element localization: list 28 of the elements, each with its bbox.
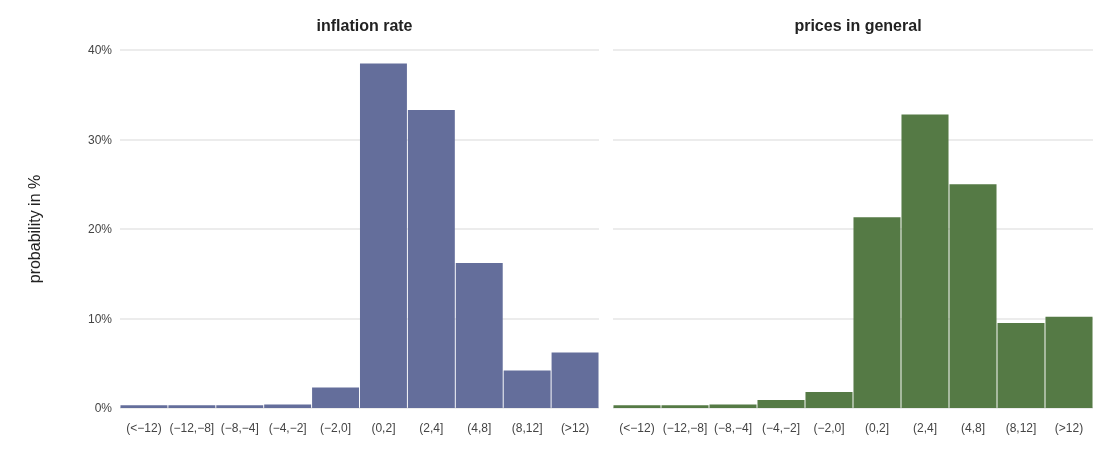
x-tick-label: (−12,−8]: [169, 421, 215, 435]
x-tick-label: (−4,−2]: [761, 421, 801, 435]
x-tick-label: (>12): [560, 421, 590, 435]
x-tick-label: (>12): [1054, 421, 1084, 435]
x-tick-label: (2,4]: [419, 421, 444, 435]
y-tick-label: 10%: [87, 311, 113, 326]
x-tick-label: (−12,−8]: [662, 421, 708, 435]
y-tick-label: 0%: [94, 401, 113, 415]
x-tick-label: (−8,−4]: [220, 421, 259, 435]
chart-title: inflation rate: [316, 16, 413, 34]
y-tick-label: 30%: [87, 132, 113, 147]
x-tick-label: (4,8]: [467, 421, 492, 435]
chart-title: prices in general: [794, 16, 922, 34]
x-tick-label: (−4,−2]: [268, 421, 307, 435]
x-tick-label: (−2,0]: [813, 421, 845, 435]
x-tick-label: (4,8]: [960, 421, 986, 435]
y-tick-label: 20%: [87, 222, 113, 236]
x-tick-label: (0,2]: [864, 421, 890, 435]
x-tick-label: (−8,−4]: [713, 421, 753, 435]
x-tick-label: (<−12): [619, 421, 655, 435]
x-tick-label: (8,12]: [1005, 421, 1037, 435]
y-tick-label: 40%: [87, 43, 113, 57]
x-tick-label: (<−12): [126, 421, 162, 435]
x-tick-label: (−2,0]: [320, 421, 352, 435]
y-axis-title: probability in %: [25, 174, 43, 284]
x-tick-label: (8,12]: [511, 421, 543, 435]
x-tick-label: (2,4]: [912, 421, 938, 435]
x-tick-label: (0,2]: [371, 421, 396, 435]
